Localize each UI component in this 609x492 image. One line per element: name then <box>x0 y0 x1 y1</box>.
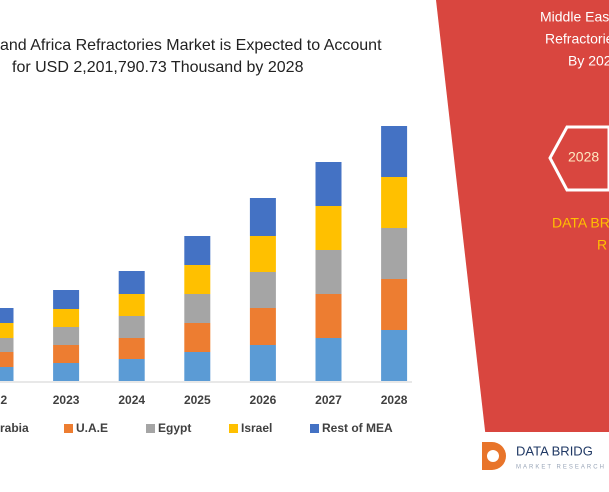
x-tick-label: 2028 <box>381 393 408 407</box>
panel-line: Refractories <box>545 31 609 47</box>
side-panel <box>436 0 609 492</box>
bar-segment <box>0 367 14 381</box>
x-tick-label: 2025 <box>184 393 211 407</box>
bar-segment <box>53 363 80 381</box>
legend-swatch <box>146 424 155 433</box>
bar-segment <box>0 338 14 352</box>
bar-segment <box>381 330 408 381</box>
panel-brand: DATA BR <box>552 215 609 231</box>
bar-segment <box>184 236 211 265</box>
hexagon <box>548 125 609 192</box>
bar-segment <box>315 294 342 338</box>
bar-segment <box>315 206 342 250</box>
panel-brand: R <box>597 237 607 253</box>
bar-segment <box>118 359 145 381</box>
panel-year: 2028 <box>568 149 599 165</box>
bar-segment <box>381 228 408 279</box>
bar-segment <box>118 294 145 316</box>
bar-segment <box>0 323 14 338</box>
legend-label: U.A.E <box>76 421 108 435</box>
bar-segment <box>381 177 408 228</box>
legend-label: Egypt <box>158 421 191 435</box>
bar-segment <box>249 272 276 308</box>
bar-segment <box>0 308 14 323</box>
chart-title: and Africa Refractories Market is Expect… <box>0 37 382 54</box>
bar-segment <box>184 352 211 381</box>
logo-tagline: MARKET RESEARCH <box>516 465 606 471</box>
bar-segment <box>315 338 342 381</box>
bar-segment <box>53 309 80 327</box>
bar-segment <box>381 279 408 330</box>
bar-segment <box>249 345 276 381</box>
bar-segment <box>381 126 408 177</box>
bar-segment <box>53 345 80 363</box>
bar-segment <box>184 265 211 294</box>
logo-name: DATA BRIDG <box>516 443 593 458</box>
x-tick-label: 2027 <box>315 393 342 407</box>
bar-segment <box>184 323 211 352</box>
logo-icon <box>487 450 499 462</box>
bar-segment <box>118 271 145 294</box>
bar-segment <box>315 162 342 206</box>
legend-swatch <box>64 424 73 433</box>
bar-segment <box>315 250 342 294</box>
bar-segment <box>249 308 276 345</box>
legend-label: Israel <box>241 421 272 435</box>
bar-segment <box>118 316 145 338</box>
x-tick-label: 22 <box>0 393 7 407</box>
x-tick-label: 2026 <box>250 393 277 407</box>
bar-segment <box>53 290 80 309</box>
chart-title: for USD 2,201,790.73 Thousand by 2028 <box>12 59 304 76</box>
x-tick-label: 2024 <box>118 393 145 407</box>
legend-swatch <box>310 424 319 433</box>
bar-segment <box>249 236 276 272</box>
panel-line: Middle East a <box>540 9 609 25</box>
bar-segment <box>249 198 276 236</box>
panel-line: By 202 <box>568 53 609 69</box>
x-tick-label: 2023 <box>53 393 80 407</box>
legend-label: rabia <box>0 421 29 435</box>
bar-segment <box>184 294 211 323</box>
legend-label: Rest of MEA <box>322 421 393 435</box>
bar-segment <box>118 338 145 359</box>
bar-segment <box>0 352 14 367</box>
bar-segment <box>53 327 80 345</box>
legend-swatch <box>229 424 238 433</box>
